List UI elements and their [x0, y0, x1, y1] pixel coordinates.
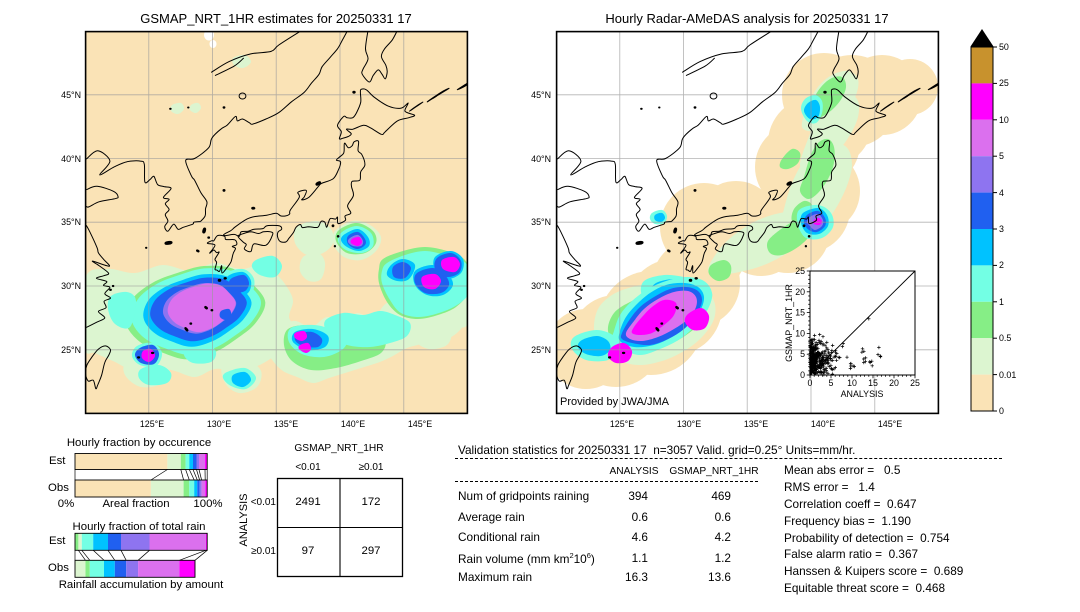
svg-text:0: 0: [808, 378, 813, 388]
svg-text:10: 10: [847, 378, 857, 388]
svg-text:5: 5: [829, 378, 834, 388]
svg-text:15: 15: [868, 378, 878, 388]
svg-text:20: 20: [889, 378, 899, 388]
svg-text:20: 20: [795, 287, 805, 297]
svg-text:25: 25: [910, 378, 920, 388]
svg-text:15: 15: [795, 308, 805, 318]
svg-text:25: 25: [795, 266, 805, 276]
svg-text:5: 5: [800, 349, 805, 359]
svg-text:0: 0: [800, 370, 805, 380]
svg-text:10: 10: [795, 328, 805, 338]
